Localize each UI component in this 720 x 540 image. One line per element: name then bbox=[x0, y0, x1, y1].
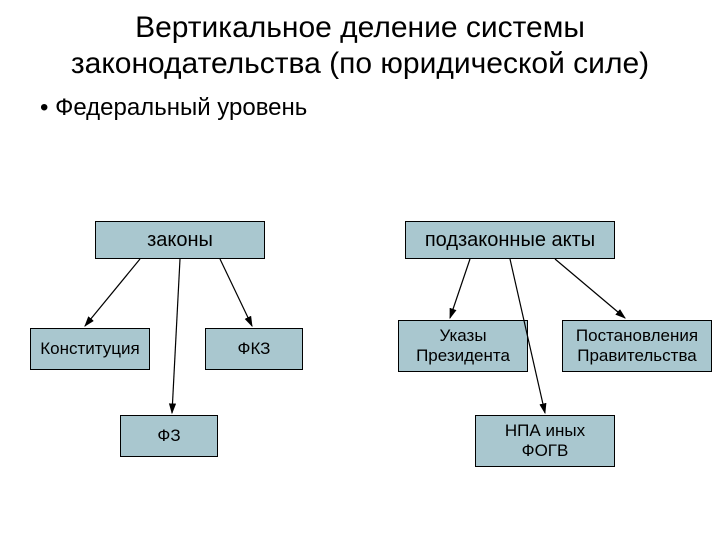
box-fkz: ФКЗ bbox=[205, 328, 303, 370]
box-constitution: Конституция bbox=[30, 328, 150, 370]
box-laws: законы bbox=[95, 221, 265, 259]
box-postan: Постановления Правительства bbox=[562, 320, 712, 372]
box-npa: НПА иных ФОГВ bbox=[475, 415, 615, 467]
box-bylaws: подзаконные акты bbox=[405, 221, 615, 259]
box-fz: ФЗ bbox=[120, 415, 218, 457]
box-ukazy: Указы Президента bbox=[398, 320, 528, 372]
bullet-federal-level: • Федеральный уровень bbox=[0, 82, 720, 122]
slide-title: Вертикальное деление системы законодател… bbox=[0, 0, 720, 82]
